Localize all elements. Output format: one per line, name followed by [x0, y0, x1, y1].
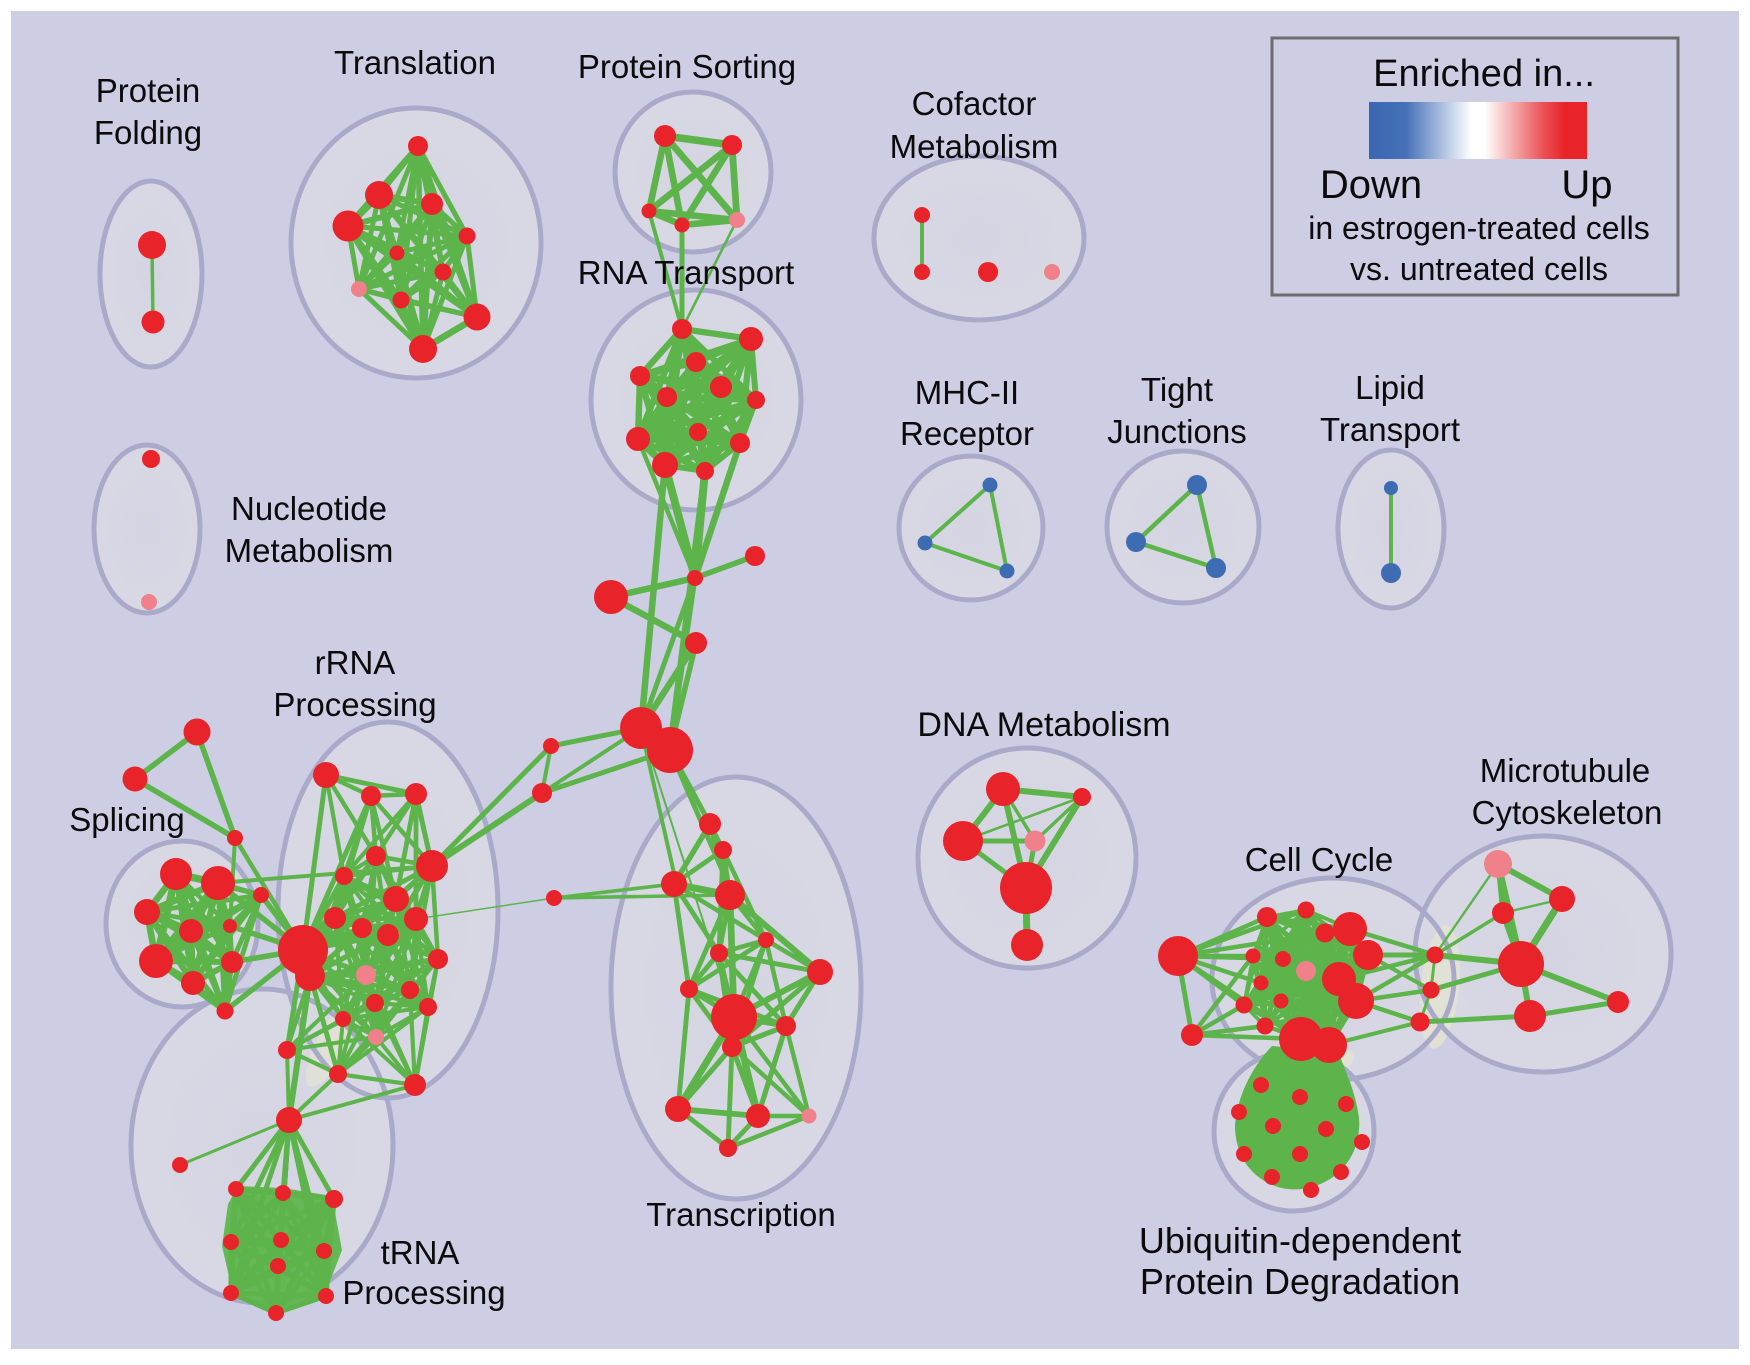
- svg-text:Down: Down: [1320, 163, 1422, 207]
- svg-text:Receptor: Receptor: [900, 415, 1034, 452]
- svg-text:Metabolism: Metabolism: [225, 532, 394, 569]
- svg-text:Cytoskeleton: Cytoskeleton: [1472, 794, 1663, 831]
- svg-text:Microtubule: Microtubule: [1480, 752, 1651, 789]
- svg-text:Protein: Protein: [96, 72, 201, 109]
- svg-text:in estrogen-treated cells: in estrogen-treated cells: [1308, 210, 1650, 246]
- svg-text:Protein Degradation: Protein Degradation: [1140, 1261, 1460, 1302]
- svg-text:Transcription: Transcription: [646, 1196, 836, 1233]
- svg-text:Cell Cycle: Cell Cycle: [1245, 841, 1394, 878]
- svg-text:MHC-II: MHC-II: [915, 374, 1019, 411]
- svg-text:Nucleotide: Nucleotide: [231, 490, 387, 527]
- svg-text:Cofactor: Cofactor: [912, 85, 1037, 122]
- svg-text:tRNA: tRNA: [381, 1234, 460, 1271]
- svg-text:Transport: Transport: [1320, 411, 1460, 448]
- svg-text:Folding: Folding: [94, 114, 202, 151]
- svg-text:Up: Up: [1561, 163, 1612, 207]
- svg-text:Processing: Processing: [342, 1274, 505, 1311]
- svg-text:vs. untreated cells: vs. untreated cells: [1350, 251, 1608, 287]
- svg-text:Lipid: Lipid: [1355, 369, 1425, 406]
- svg-text:RNA Transport: RNA Transport: [578, 254, 794, 291]
- svg-text:Metabolism: Metabolism: [890, 128, 1059, 165]
- svg-text:Enriched in...: Enriched in...: [1373, 53, 1595, 95]
- svg-text:Processing: Processing: [273, 686, 436, 723]
- svg-text:DNA Metabolism: DNA Metabolism: [917, 706, 1170, 744]
- svg-text:Translation: Translation: [334, 44, 496, 81]
- svg-text:Protein Sorting: Protein Sorting: [578, 48, 796, 85]
- svg-text:Junctions: Junctions: [1107, 413, 1246, 450]
- svg-text:Ubiquitin-dependent: Ubiquitin-dependent: [1139, 1220, 1461, 1261]
- svg-text:Splicing: Splicing: [69, 801, 185, 838]
- svg-text:rRNA: rRNA: [315, 644, 396, 681]
- svg-text:Tight: Tight: [1141, 371, 1213, 408]
